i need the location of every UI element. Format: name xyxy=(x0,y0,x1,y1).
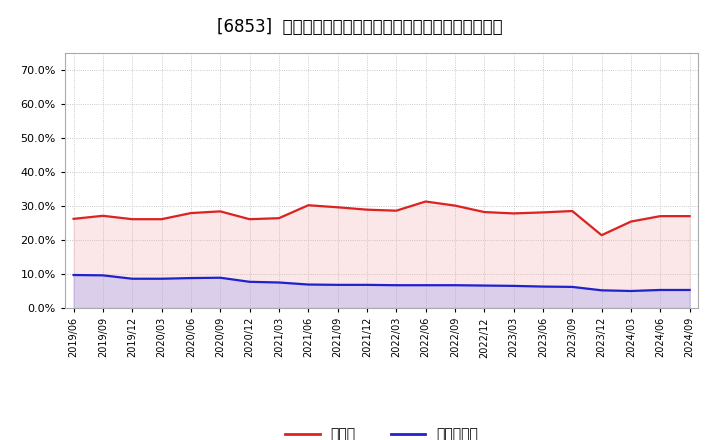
Legend: 現預金, 有利子負債: 現預金, 有利子負債 xyxy=(279,422,484,440)
Text: [6853]  現預金、有利子負債の総資産に対する比率の推移: [6853] 現預金、有利子負債の総資産に対する比率の推移 xyxy=(217,18,503,36)
